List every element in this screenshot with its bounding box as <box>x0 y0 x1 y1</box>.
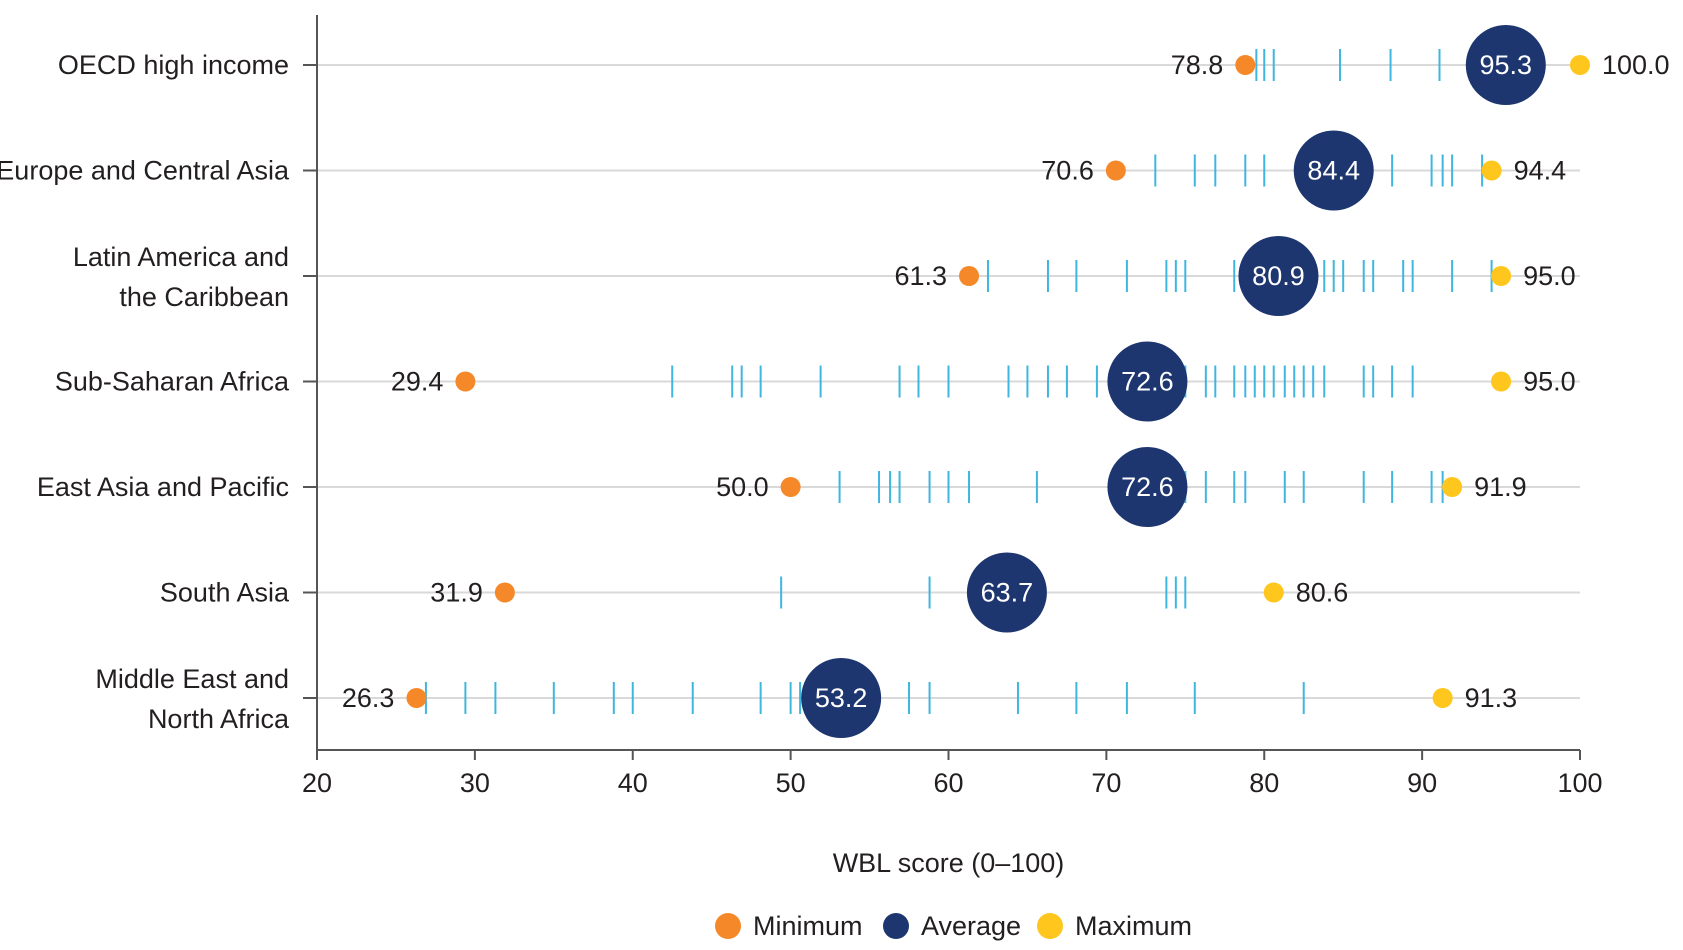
average-value-label: 72.6 <box>1121 367 1174 397</box>
average-value-label: 80.9 <box>1252 261 1305 291</box>
average-value-label: 63.7 <box>981 578 1034 608</box>
minimum-value-label: 26.3 <box>342 683 395 713</box>
minimum-marker <box>455 371 476 392</box>
x-tick-label: 20 <box>302 768 332 798</box>
average-marker <box>1107 341 1188 422</box>
x-tick-label: 50 <box>776 768 806 798</box>
minimum-marker <box>1235 55 1256 75</box>
minimum-value-label: 61.3 <box>894 261 947 291</box>
minimum-marker <box>406 688 427 708</box>
minimum-marker <box>780 477 801 497</box>
average-marker <box>1107 447 1188 527</box>
maximum-marker <box>1432 688 1453 708</box>
avg-legend-swatch <box>883 913 909 939</box>
labels: OECD high income 78.8 100.0 95.3 Europe and … <box>0 50 1670 734</box>
minimum-value-label: 70.6 <box>1041 156 1094 186</box>
avg-legend-label: Average <box>921 911 1021 941</box>
region-label: Middle East and North Africa <box>95 664 290 734</box>
maximum-value-label: 95.0 <box>1523 367 1576 397</box>
region-label: Latin America and the Caribbean <box>73 242 289 312</box>
markers <box>406 25 1590 738</box>
region-label: OECD high income <box>58 50 289 80</box>
x-tick-label: 90 <box>1407 768 1437 798</box>
average-marker <box>1238 236 1319 316</box>
region-label: Sub-Saharan Africa <box>55 367 290 397</box>
average-marker <box>1293 130 1374 211</box>
minimum-marker <box>494 582 515 603</box>
region-label: Europe and Central Asia <box>0 156 290 186</box>
max-legend-swatch <box>1037 913 1063 939</box>
maximum-value-label: 91.3 <box>1465 683 1518 713</box>
axes: 20 30 40 50 60 70 80 90 100 <box>302 15 1603 798</box>
minimum-value-label: 29.4 <box>391 367 444 397</box>
x-tick-label: 70 <box>1091 768 1121 798</box>
region-label: East Asia and Pacific <box>37 472 289 502</box>
maximum-value-label: 91.9 <box>1474 472 1527 502</box>
minimum-value-label: 78.8 <box>1171 50 1224 80</box>
region-label: South Asia <box>160 578 290 608</box>
minimum-marker <box>1105 160 1126 181</box>
x-axis-title: WBL score (0–100) <box>833 848 1065 878</box>
average-marker <box>966 552 1047 633</box>
average-value-label: 53.2 <box>815 683 868 713</box>
maximum-value-label: 94.4 <box>1514 156 1567 186</box>
maximum-value-label: 95.0 <box>1523 261 1576 291</box>
min-legend-swatch <box>715 913 741 939</box>
maximum-marker <box>1491 266 1512 286</box>
legend: Minimum Average Maximum <box>715 911 1192 941</box>
x-tick-label: 100 <box>1557 768 1602 798</box>
average-marker <box>1465 25 1546 105</box>
maximum-value-label: 80.6 <box>1296 578 1349 608</box>
average-marker <box>801 658 882 738</box>
x-tick-label: 30 <box>460 768 490 798</box>
minimum-marker <box>959 266 980 286</box>
maximum-marker <box>1442 477 1463 497</box>
x-tick-label: 40 <box>618 768 648 798</box>
max-legend-label: Maximum <box>1075 911 1192 941</box>
maximum-marker <box>1570 55 1590 75</box>
x-tick-label: 80 <box>1249 768 1279 798</box>
maximum-marker <box>1263 582 1284 603</box>
x-tick-label: 60 <box>933 768 963 798</box>
maximum-value-label: 100.0 <box>1602 50 1670 80</box>
average-value-label: 84.4 <box>1307 156 1360 186</box>
min-legend-label: Minimum <box>753 911 863 941</box>
maximum-marker <box>1491 371 1512 392</box>
average-value-label: 72.6 <box>1121 472 1174 502</box>
minimum-value-label: 50.0 <box>716 472 769 502</box>
minimum-value-label: 31.9 <box>430 578 483 608</box>
average-value-label: 95.3 <box>1480 50 1533 80</box>
maximum-marker <box>1481 160 1502 181</box>
